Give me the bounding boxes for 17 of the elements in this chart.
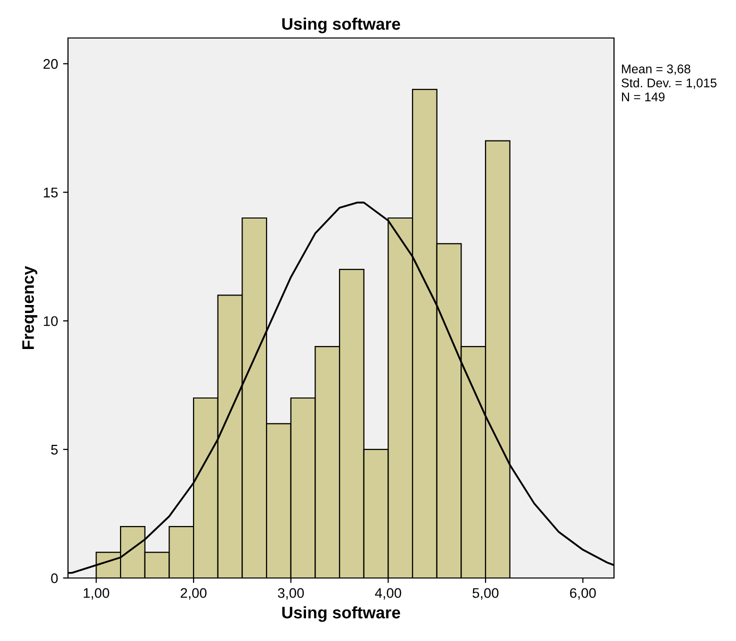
y-tick-label: 20 [44, 59, 58, 69]
x-tick-label: 6,00 [570, 588, 596, 600]
x-tick-label: 1,00 [84, 588, 110, 600]
x-tick-label: 5,00 [472, 588, 499, 600]
x-tick-label: 4,00 [375, 588, 402, 600]
text: N = 149 [622, 92, 665, 102]
x-tick-label: 2,00 [180, 588, 207, 600]
x-tick-label: 3,00 [278, 588, 304, 600]
y-tick-label: 5 [51, 444, 58, 455]
chart-title: Using software [282, 18, 400, 34]
text: Std. Dev. = 1,015 [622, 78, 716, 89]
y-tick-label: 0 [51, 573, 58, 584]
y-axis-title: Frequency [22, 266, 38, 350]
x-axis-title: Using software [282, 606, 400, 622]
text: Mean = 3,68 [622, 64, 690, 75]
y-tick-label: 15 [44, 188, 58, 198]
y-tick-label: 10 [44, 316, 58, 326]
